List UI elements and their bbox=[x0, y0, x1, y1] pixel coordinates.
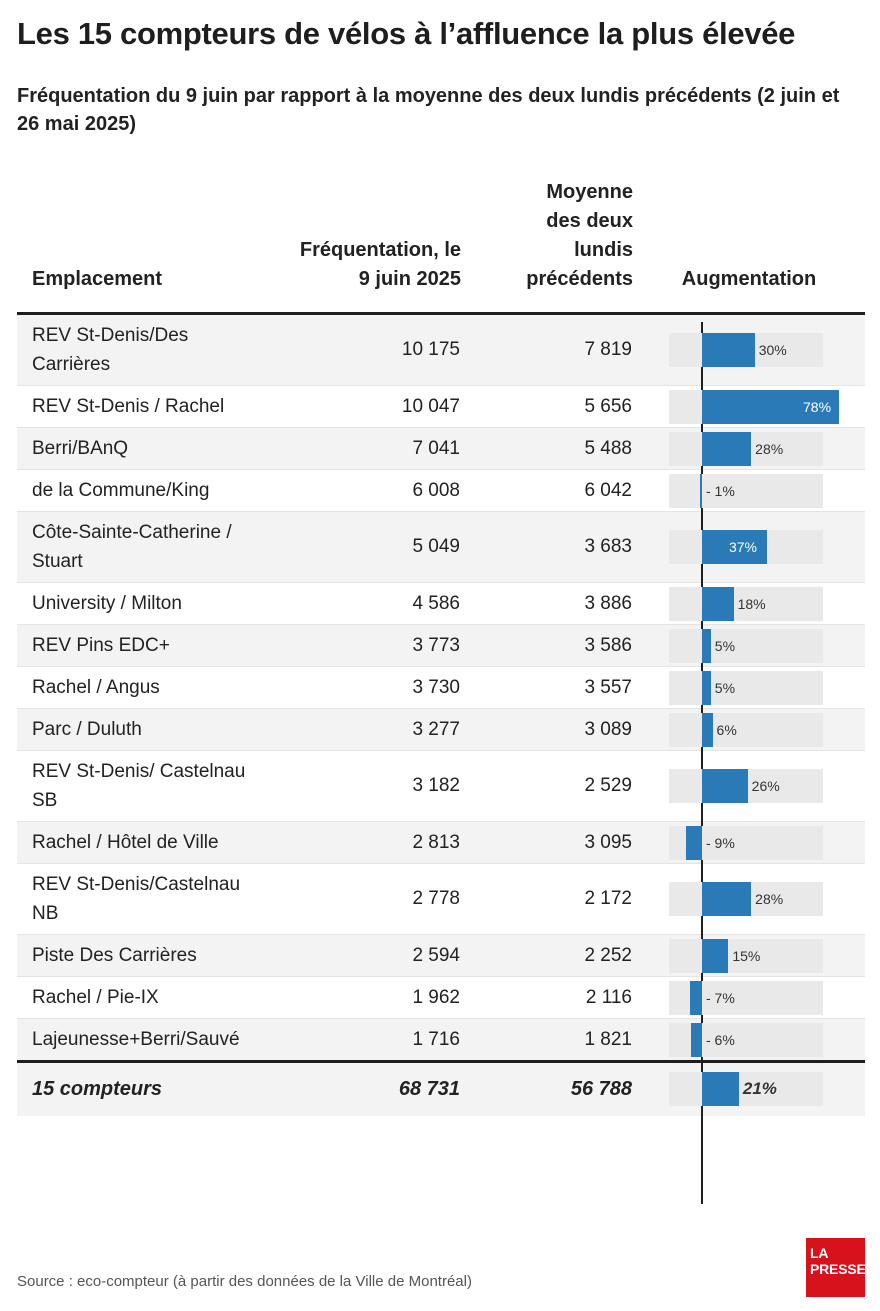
june9-value: 2 778 bbox=[412, 888, 460, 909]
increase-label: 28% bbox=[755, 891, 784, 907]
june9-value: 3 730 bbox=[412, 676, 460, 698]
location-cell: REV St-Denis/ Castelnau SB bbox=[32, 761, 246, 811]
location-cell: University / Milton bbox=[32, 593, 182, 614]
location-cell: Rachel / Pie-IX bbox=[32, 987, 159, 1008]
average-value: 3 886 bbox=[584, 592, 632, 614]
june9-value: 1 716 bbox=[412, 1028, 460, 1050]
increase-bar bbox=[702, 712, 713, 747]
source-note: Source : eco-compteur (à partir des donn… bbox=[17, 1273, 472, 1290]
increase-label: 26% bbox=[751, 778, 780, 794]
increase-label: 6% bbox=[716, 721, 737, 738]
increase-label: 28% bbox=[755, 440, 784, 457]
increase-bar bbox=[702, 938, 729, 973]
increase-bar bbox=[702, 670, 711, 705]
increase-label: 15% bbox=[732, 947, 761, 964]
increase-bar bbox=[689, 980, 702, 1015]
average-value: 3 089 bbox=[584, 718, 632, 740]
chart-title: Les 15 compteurs de vélos à l’affluence … bbox=[17, 16, 796, 51]
average-value: 2 116 bbox=[585, 986, 632, 1008]
bar-track bbox=[669, 628, 823, 663]
location-cell: REV St-Denis/Castelnau NB bbox=[32, 874, 241, 924]
june9-value: 68 731 bbox=[398, 1078, 460, 1100]
increase-label: 30% bbox=[758, 341, 787, 358]
average-value: 2 529 bbox=[584, 775, 632, 796]
bar-track bbox=[669, 586, 823, 621]
june9-value: 3 773 bbox=[412, 634, 460, 656]
increase-bar bbox=[702, 332, 755, 367]
increase-label: 37% bbox=[728, 539, 758, 555]
location-cell: REV St-Denis/Des Carrières bbox=[32, 325, 189, 375]
zero-axis-line bbox=[701, 322, 703, 1204]
increase-bar bbox=[702, 769, 748, 803]
june9-value: 1 962 bbox=[412, 986, 460, 1008]
increase-label: 78% bbox=[803, 398, 832, 415]
increase-label: 5% bbox=[714, 637, 736, 654]
june9-value: 4 586 bbox=[412, 592, 460, 614]
increase-bar bbox=[702, 586, 734, 621]
increase-bar bbox=[702, 530, 767, 564]
location-cell: REV Pins EDC+ bbox=[32, 635, 170, 656]
average-value: 2 172 bbox=[584, 888, 632, 909]
june9-value: 5 049 bbox=[412, 536, 460, 557]
average-value: 3 683 bbox=[584, 536, 632, 557]
increase-label: - 1% bbox=[706, 482, 735, 499]
june9-value: 3 182 bbox=[412, 775, 460, 796]
june9-value: 2 594 bbox=[412, 944, 460, 966]
june9-value: 6 008 bbox=[412, 479, 460, 501]
location-cell: Rachel / Angus bbox=[32, 677, 160, 698]
june9-value: 7 041 bbox=[412, 437, 460, 459]
increase-bar bbox=[702, 882, 752, 916]
increase-label: - 6% bbox=[706, 1032, 735, 1048]
header-june9: Fréquentation, le 9 juin 2025 bbox=[299, 239, 461, 290]
average-value: 3 095 bbox=[584, 831, 632, 853]
header-row: Emplacement Fréquentation, le 9 juin 202… bbox=[17, 178, 865, 314]
location-cell: Piste Des Carrières bbox=[32, 945, 197, 966]
june9-value: 3 277 bbox=[412, 718, 460, 740]
average-value: 3 557 bbox=[584, 676, 632, 698]
average-value: 3 586 bbox=[584, 634, 632, 656]
increase-bar bbox=[700, 473, 702, 508]
june9-value: 10 047 bbox=[401, 395, 460, 417]
header-increase: Augmentation bbox=[681, 268, 817, 290]
la-presse-logo: LA PRESSE bbox=[806, 1238, 866, 1297]
location-cell: Côte-Sainte-Catherine / Stuart bbox=[32, 522, 232, 572]
bar-track bbox=[669, 670, 823, 705]
location-cell: Rachel / Hôtel de Ville bbox=[32, 832, 219, 853]
increase-label: - 7% bbox=[706, 989, 735, 1006]
increase-label: 5% bbox=[714, 679, 736, 696]
average-value: 1 821 bbox=[584, 1028, 632, 1050]
bar-track bbox=[669, 473, 823, 508]
average-value: 5 656 bbox=[584, 395, 632, 417]
location-cell: Parc / Duluth bbox=[32, 719, 142, 740]
chart-subtitle: Fréquentation du 9 juin par rapport à la… bbox=[17, 85, 840, 135]
bar-track bbox=[669, 938, 823, 973]
increase-bar bbox=[702, 431, 752, 466]
increase-bar bbox=[686, 825, 702, 860]
location-cell: 15 compteurs bbox=[32, 1078, 163, 1100]
header-average: Moyenne des deux lundis précédents bbox=[526, 181, 633, 290]
header-location: Emplacement bbox=[32, 268, 163, 290]
location-cell: de la Commune/King bbox=[32, 480, 210, 501]
increase-bar bbox=[702, 389, 839, 424]
increase-bar bbox=[702, 1071, 739, 1106]
location-cell: Berri/BAnQ bbox=[32, 438, 129, 459]
average-value: 2 252 bbox=[584, 944, 632, 966]
average-value: 56 788 bbox=[570, 1078, 632, 1100]
location-cell: REV St-Denis / Rachel bbox=[32, 396, 225, 417]
average-value: 6 042 bbox=[584, 479, 632, 501]
location-cell: Lajeunesse+Berri/Sauvé bbox=[32, 1029, 240, 1050]
increase-label: - 9% bbox=[706, 834, 735, 851]
june9-value: 10 175 bbox=[401, 339, 460, 360]
increase-bar bbox=[691, 1023, 702, 1057]
increase-bar bbox=[702, 628, 711, 663]
bar-track bbox=[669, 712, 823, 747]
increase-label: 21% bbox=[742, 1078, 777, 1098]
average-value: 5 488 bbox=[584, 437, 632, 459]
bar-track bbox=[669, 1071, 823, 1106]
increase-label: 18% bbox=[737, 595, 766, 612]
june9-value: 2 813 bbox=[412, 831, 460, 853]
average-value: 7 819 bbox=[584, 339, 632, 360]
